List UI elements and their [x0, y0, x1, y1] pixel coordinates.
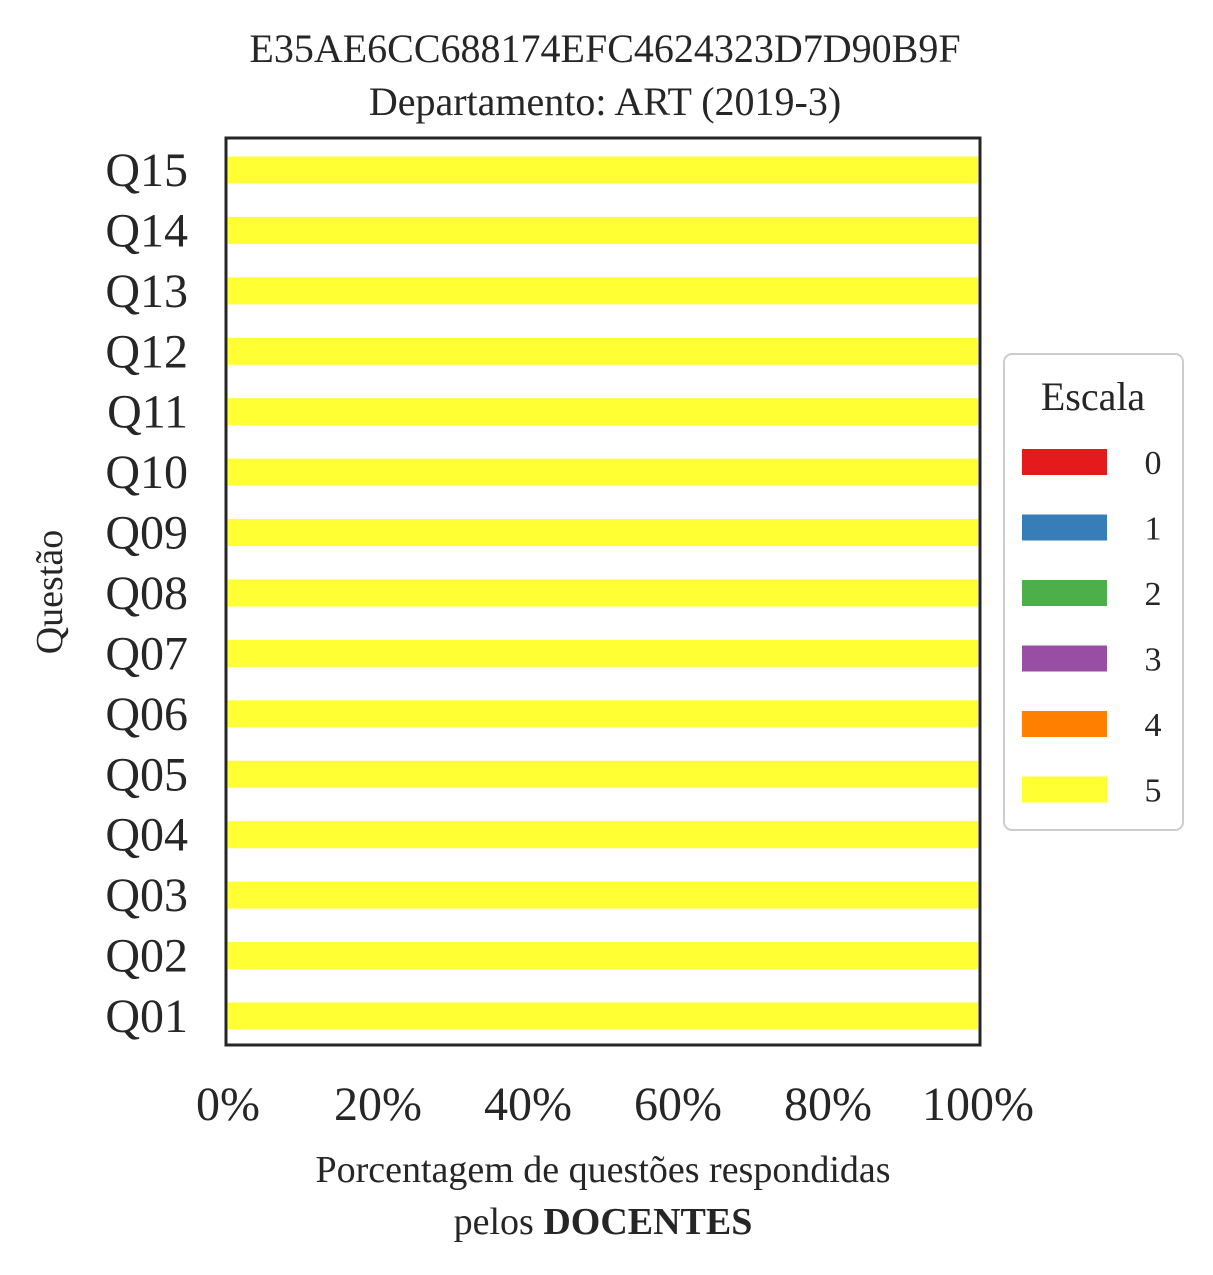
y-tick-label: Q02: [105, 930, 188, 983]
x-axis-label-bold: DOCENTES: [543, 1201, 752, 1243]
bar-q02-scale-5: [228, 942, 978, 970]
chart-subtitle: Departamento: ART (2019-3): [369, 79, 841, 124]
legend-swatch-5: [1022, 776, 1107, 803]
legend-label-3: 3: [1145, 642, 1162, 679]
x-tick-label: 40%: [484, 1078, 572, 1131]
legend-swatch-1: [1022, 514, 1107, 541]
y-tick-label: Q03: [105, 869, 188, 922]
bar-q12-scale-5: [228, 337, 978, 365]
legend-entries: 0 1 2 3 4 5: [1022, 445, 1162, 810]
bar-q08-scale-5: [228, 579, 978, 607]
legend-label-4: 4: [1145, 707, 1162, 744]
legend-label-2: 2: [1145, 576, 1162, 613]
y-tick-label: Q07: [105, 627, 188, 680]
y-tick-label: Q10: [105, 446, 188, 499]
y-tick-label: Q04: [105, 809, 188, 862]
y-tick-label: Q15: [105, 144, 188, 197]
x-tick-label: 60%: [634, 1078, 722, 1131]
y-axis-label: Questão: [29, 530, 71, 655]
y-tick-label: Q12: [105, 325, 188, 378]
plot-frame: [224, 136, 982, 1047]
legend-swatch-2: [1022, 580, 1107, 606]
y-tick-label: Q06: [105, 688, 188, 741]
legend-label-1: 1: [1145, 511, 1162, 548]
bar-q13-scale-5: [228, 277, 978, 305]
bar-q06-scale-5: [228, 700, 978, 728]
y-tick-label: Q05: [105, 748, 188, 801]
y-tick-label: Q13: [105, 265, 188, 318]
legend-swatch-4: [1022, 711, 1107, 737]
x-tick-label: 0%: [196, 1078, 260, 1131]
x-axis-label-prefix: pelos: [454, 1201, 544, 1243]
y-tick-label: Q08: [105, 567, 188, 620]
bar-q11-scale-5: [228, 398, 978, 426]
bar-q15-scale-5: [228, 156, 978, 184]
bar-q05-scale-5: [228, 760, 978, 788]
y-tick-label: Q01: [105, 990, 188, 1043]
bar-q03-scale-5: [228, 881, 978, 909]
bar-q01-scale-5: [228, 1002, 978, 1030]
x-axis-label-line1: Porcentagem de questões respondidas: [315, 1149, 890, 1191]
y-tick-labels: Q01 Q02 Q03 Q04 Q05 Q06 Q07 Q08 Q09 Q10 Q11 Q12 Q13 Q…: [105, 144, 188, 1043]
x-tick-labels: 0% 20% 40% 60% 80% 100%: [196, 1078, 1034, 1131]
bar-q09-scale-5: [228, 519, 978, 547]
legend-swatch-3: [1022, 645, 1107, 672]
y-tick-label: Q11: [107, 386, 188, 439]
bar-q04-scale-5: [228, 821, 978, 849]
legend-label-0: 0: [1145, 445, 1162, 482]
x-tick-label: 80%: [784, 1078, 872, 1131]
x-tick-label: 100%: [922, 1078, 1034, 1131]
chart-title: E35AE6CC688174EFC4624323D7D90B9F: [249, 26, 960, 71]
x-axis-label-line2: pelos DOCENTES: [454, 1201, 753, 1243]
bar-q10-scale-5: [228, 458, 978, 486]
legend-label-5: 5: [1145, 773, 1162, 810]
x-tick-label: 20%: [334, 1078, 422, 1131]
bar-q14-scale-5: [228, 216, 978, 244]
legend-swatch-0: [1022, 449, 1107, 475]
y-tick-label: Q09: [105, 507, 188, 560]
legend: Escala 0 1 2 3 4 5: [1003, 353, 1184, 831]
legend-title: Escala: [1041, 374, 1146, 419]
y-tick-label: Q14: [105, 204, 188, 257]
bar-q07-scale-5: [228, 639, 978, 667]
bars-group: [228, 156, 978, 1030]
